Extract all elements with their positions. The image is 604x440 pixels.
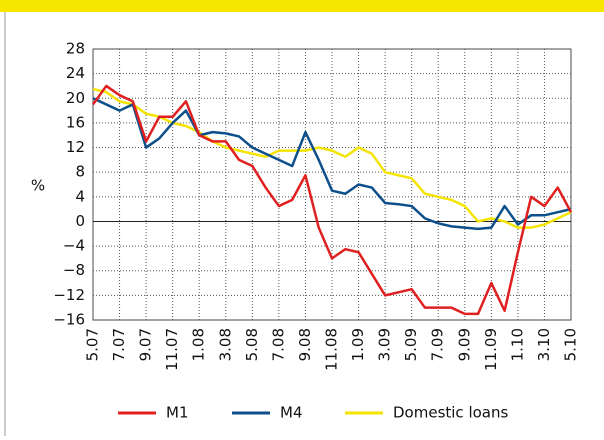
legend-label: M4 xyxy=(280,404,303,422)
y-tick-label: −16 xyxy=(53,311,85,329)
legend-label: Domestic loans xyxy=(393,404,508,422)
x-tick-label: 3.08 xyxy=(216,328,234,361)
x-tick-label: 5.07 xyxy=(84,328,102,361)
x-tick-label: 9.07 xyxy=(137,328,155,361)
y-tick-label: 12 xyxy=(66,138,85,156)
y-tick-label: 24 xyxy=(66,64,85,82)
x-tick-label: 5.09 xyxy=(402,328,420,361)
header-band xyxy=(0,0,604,12)
y-axis-label: % xyxy=(31,177,45,195)
series-line xyxy=(91,84,573,316)
y-tick-label: 28 xyxy=(66,40,85,58)
y-tick-label: −12 xyxy=(53,286,85,304)
x-tick-label: 7.07 xyxy=(110,328,128,361)
y-tick-label: 16 xyxy=(66,113,85,131)
legend-label: M1 xyxy=(166,404,189,422)
x-tick-label: 3.10 xyxy=(535,328,553,361)
x-tick-label: 7.08 xyxy=(269,328,287,361)
x-tick-label: 1.09 xyxy=(349,328,367,361)
x-tick-label: 9.09 xyxy=(455,328,473,361)
x-tick-label: 11.09 xyxy=(482,328,500,371)
x-tick-label: 11.07 xyxy=(163,328,181,371)
x-tick-label: 1.08 xyxy=(190,328,208,361)
x-tick-label: 7.09 xyxy=(429,328,447,361)
y-tick-label: 0 xyxy=(75,212,85,230)
x-tick-label: 5.08 xyxy=(243,328,261,361)
x-tick-label: 5.10 xyxy=(562,328,580,361)
x-tick-label: 3.09 xyxy=(376,328,394,361)
y-tick-label: 20 xyxy=(66,89,85,107)
x-tick-label: 9.08 xyxy=(296,328,314,361)
y-tick-label: −8 xyxy=(63,261,85,279)
x-tick-label: 11.08 xyxy=(323,328,341,371)
y-tick-label: 4 xyxy=(75,187,85,205)
x-tick-label: 1.10 xyxy=(508,328,526,361)
series-line xyxy=(92,97,572,231)
y-tick-label: 8 xyxy=(75,163,85,181)
y-tick-label: −4 xyxy=(63,237,85,255)
